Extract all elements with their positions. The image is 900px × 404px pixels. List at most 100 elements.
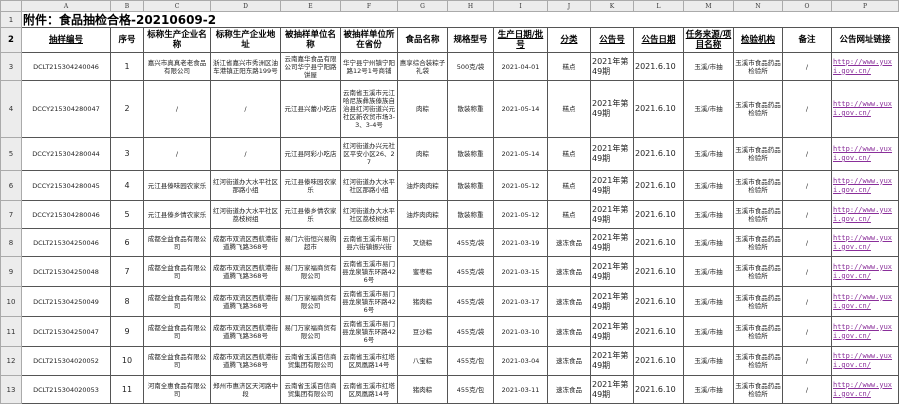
column-header-O[interactable]: O <box>782 0 832 12</box>
table-cell[interactable]: 玉溪市食品药品检验所 <box>733 256 783 287</box>
table-cell[interactable]: DCLT215304240046 <box>21 52 111 81</box>
column-title[interactable]: 检验机构 <box>733 27 783 53</box>
row-header[interactable]: 12 <box>0 346 22 376</box>
table-cell[interactable]: 玉溪/市抽 <box>683 256 734 287</box>
table-cell[interactable]: 玉溪/市抽 <box>683 52 734 81</box>
column-title[interactable]: 备注 <box>782 27 832 53</box>
table-cell[interactable]: 成都市双流区西航港街道腾飞路368号 <box>210 286 281 317</box>
table-cell[interactable]: 速冻食品 <box>547 346 591 376</box>
table-cell[interactable]: 成都市双流区西航港街道腾飞路368号 <box>210 228 281 257</box>
table-cell[interactable]: 易门万家福商贸有限公司 <box>280 286 341 317</box>
table-cell[interactable]: 2021-05-14 <box>493 137 548 171</box>
table-cell[interactable]: 元江县傣乡情农家乐 <box>280 200 341 229</box>
table-cell[interactable]: 2021年第49期 <box>590 375 634 404</box>
table-cell[interactable]: 成都市双流区西航港街道腾飞路368号 <box>210 316 281 347</box>
table-cell[interactable]: 红河街道办大水平社区荔枝树组 <box>340 200 398 229</box>
table-cell[interactable]: / <box>782 256 832 287</box>
table-cell[interactable]: 1 <box>110 52 144 81</box>
row-header[interactable]: 1 <box>0 11 22 28</box>
table-cell[interactable]: 肉粽 <box>397 137 448 171</box>
table-cell[interactable]: 浙江省嘉兴市秀洲区油车港镇正阳东路199号 <box>210 52 281 81</box>
table-cell[interactable]: 2021.6.10 <box>633 170 684 201</box>
table-cell[interactable]: / <box>782 228 832 257</box>
table-cell[interactable]: 元江县傣乡情农家乐 <box>143 200 211 229</box>
table-cell[interactable]: 2021年第49期 <box>590 346 634 376</box>
table-cell[interactable]: DCLT215304250049 <box>21 286 111 317</box>
column-title[interactable]: 被抽样单位所在省份 <box>340 27 398 53</box>
table-cell[interactable]: 速冻食品 <box>547 228 591 257</box>
table-cell[interactable]: 2021.6.10 <box>633 228 684 257</box>
table-cell[interactable]: 2021年第49期 <box>590 170 634 201</box>
table-cell[interactable]: 2021-03-17 <box>493 286 548 317</box>
table-cell[interactable]: 2 <box>110 80 144 138</box>
row-header[interactable]: 5 <box>0 137 22 171</box>
table-cell[interactable]: 2021年第49期 <box>590 80 634 138</box>
table-cell[interactable]: 455克/袋 <box>447 316 494 347</box>
announcement-link[interactable]: http://www.yuxi.gov.cn/ <box>831 170 899 201</box>
announcement-link[interactable]: http://www.yuxi.gov.cn/ <box>831 286 899 317</box>
column-title[interactable]: 任务来源/项目名称 <box>683 27 734 53</box>
row-header[interactable]: 4 <box>0 80 22 138</box>
table-cell[interactable]: 2021年第49期 <box>590 256 634 287</box>
table-cell[interactable]: 玉溪/市抽 <box>683 228 734 257</box>
table-cell[interactable]: 豆沙粽 <box>397 316 448 347</box>
table-cell[interactable]: / <box>782 286 832 317</box>
table-cell[interactable]: 元江县傣味园农家乐 <box>280 170 341 201</box>
column-header-L[interactable]: L <box>633 0 684 12</box>
column-header-J[interactable]: J <box>547 0 591 12</box>
table-cell[interactable]: 速冻食品 <box>547 256 591 287</box>
column-header-I[interactable]: I <box>493 0 548 12</box>
table-cell[interactable]: 玉溪/市抽 <box>683 170 734 201</box>
table-cell[interactable]: DCCY215304280044 <box>21 137 111 171</box>
table-cell[interactable]: 455克/袋 <box>447 228 494 257</box>
column-title[interactable]: 被抽样单位名称 <box>280 27 341 53</box>
column-header-P[interactable]: P <box>831 0 899 12</box>
table-cell[interactable]: 云南嘉华食品有限公司华宁县宁阳路饼屋 <box>280 52 341 81</box>
table-cell[interactable]: 云南省玉溪市易门县六街镇振兴街 <box>340 228 398 257</box>
table-cell[interactable]: 2021-05-12 <box>493 200 548 229</box>
table-cell[interactable]: 玉溪市食品药品检验所 <box>733 346 783 376</box>
announcement-link[interactable]: http://www.yuxi.gov.cn/ <box>831 375 899 404</box>
announcement-link[interactable]: http://www.yuxi.gov.cn/ <box>831 52 899 81</box>
table-cell[interactable]: DCLT215304250048 <box>21 256 111 287</box>
table-cell[interactable]: 速冻食品 <box>547 375 591 404</box>
row-header[interactable]: 3 <box>0 52 22 81</box>
column-header-G[interactable]: G <box>397 0 448 12</box>
column-header-K[interactable]: K <box>590 0 634 12</box>
table-cell[interactable]: 玉溪市食品药品检验所 <box>733 200 783 229</box>
table-cell[interactable]: 惠享综合装粽子礼袋 <box>397 52 448 81</box>
table-cell[interactable]: 云南省玉溪百信商贸集团有限公司 <box>280 346 341 376</box>
table-cell[interactable]: / <box>210 80 281 138</box>
table-cell[interactable]: 10 <box>110 346 144 376</box>
select-all-corner[interactable] <box>0 0 22 12</box>
table-cell[interactable]: 成都市双流区西航港街道腾飞路368号 <box>210 256 281 287</box>
table-cell[interactable]: 455克/袋 <box>447 286 494 317</box>
table-cell[interactable]: 2021-03-10 <box>493 316 548 347</box>
column-header-A[interactable]: A <box>21 0 111 12</box>
table-cell[interactable]: 2021.6.10 <box>633 52 684 81</box>
table-cell[interactable]: 元江县傣味园农家乐 <box>143 170 211 201</box>
table-cell[interactable]: 肉粽 <box>397 80 448 138</box>
column-header-C[interactable]: C <box>143 0 211 12</box>
table-cell[interactable]: 2021年第49期 <box>590 286 634 317</box>
table-cell[interactable]: DCLT215304020052 <box>21 346 111 376</box>
row-header[interactable]: 6 <box>0 170 22 201</box>
row-header[interactable]: 11 <box>0 316 22 347</box>
announcement-link[interactable]: http://www.yuxi.gov.cn/ <box>831 200 899 229</box>
table-cell[interactable]: 速冻食品 <box>547 316 591 347</box>
table-cell[interactable]: 2021.6.10 <box>633 80 684 138</box>
table-cell[interactable]: 5 <box>110 200 144 229</box>
table-cell[interactable]: 云南省玉溪市红塔区凤凰路14号 <box>340 375 398 404</box>
row-header[interactable]: 8 <box>0 228 22 257</box>
column-header-N[interactable]: N <box>733 0 783 12</box>
table-cell[interactable]: 7 <box>110 256 144 287</box>
table-cell[interactable]: DCCY215304280047 <box>21 80 111 138</box>
table-cell[interactable]: 油炸肉肉粽 <box>397 200 448 229</box>
table-cell[interactable]: 3 <box>110 137 144 171</box>
table-cell[interactable]: 红河街道办大水平社区那路小组 <box>340 170 398 201</box>
table-cell[interactable]: / <box>782 316 832 347</box>
table-cell[interactable]: 华宁县宁州镇宁阳路12号1号商铺 <box>340 52 398 81</box>
table-cell[interactable]: 2021-03-11 <box>493 375 548 404</box>
table-cell[interactable]: 易门万家福商贸有限公司 <box>280 316 341 347</box>
column-header-B[interactable]: B <box>110 0 144 12</box>
